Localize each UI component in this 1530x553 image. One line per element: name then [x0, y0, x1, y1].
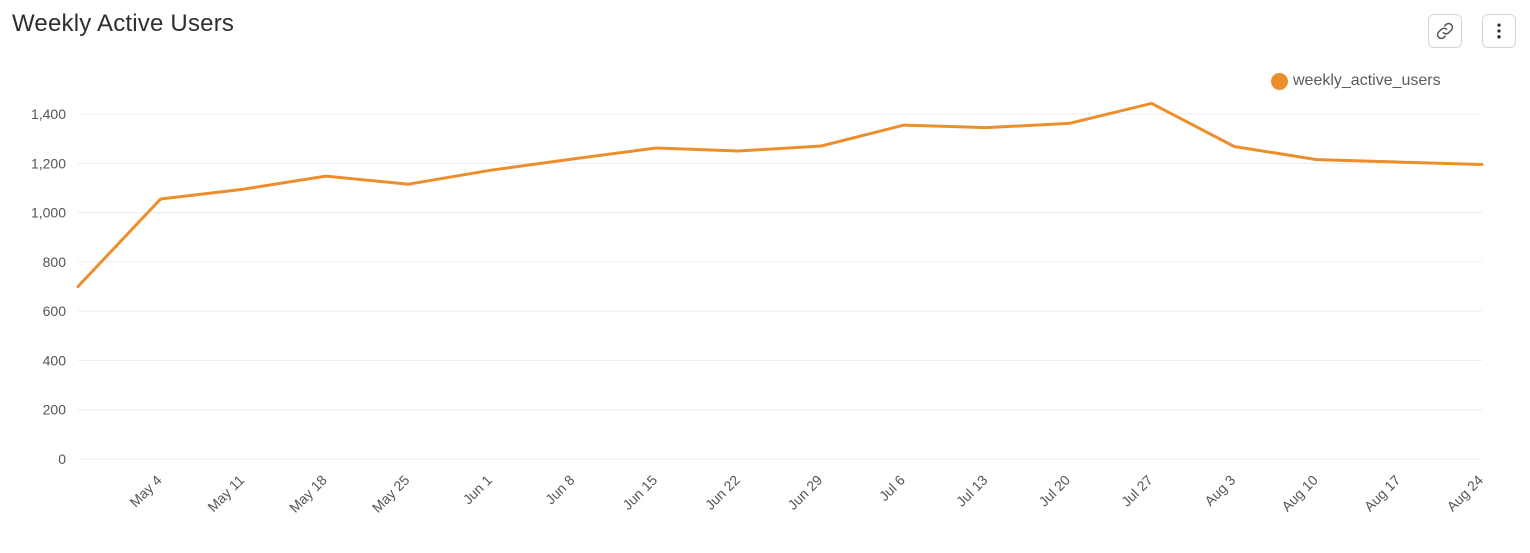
y-tick-label: 1,000 [31, 205, 66, 221]
x-tick-label: Jun 15 [619, 472, 660, 513]
chart-title: Weekly Active Users [12, 10, 235, 37]
x-tick-label: Aug 24 [1443, 472, 1486, 515]
y-tick-label: 0 [58, 451, 66, 467]
more-options-button[interactable] [1482, 14, 1516, 48]
x-tick-label: May 25 [369, 472, 413, 516]
x-tick-label: Aug 10 [1278, 472, 1321, 515]
x-tick-label: Jun 29 [784, 472, 825, 513]
y-tick-label: 400 [43, 352, 67, 368]
series-line-weekly_active_users [76, 101, 1484, 288]
x-tick-label: Jun 22 [702, 472, 743, 513]
more-vertical-icon [1497, 23, 1501, 39]
link-icon [1436, 22, 1454, 40]
x-tick-label: May 18 [286, 472, 330, 516]
x-tick-label: Jul 13 [953, 472, 991, 510]
x-tick-label: Jun 8 [542, 472, 578, 508]
y-tick-label: 800 [43, 254, 67, 270]
x-axis-ticks: May 4 May 11 May 18 May 25 Jun 1 Jun 8 Jun 15 J… [126, 472, 1486, 516]
y-tick-label: 200 [43, 402, 67, 418]
legend-marker [1271, 72, 1288, 90]
y-tick-label: 1,400 [31, 106, 66, 122]
x-tick-label: Jul 6 [876, 472, 908, 504]
y-axis-ticks: 0 200 400 600 800 1,000 1,200 1,400 [31, 106, 66, 467]
legend-label: weekly_active_users [1293, 72, 1441, 89]
y-tick-label: 1,200 [31, 155, 66, 171]
chart-legend[interactable]: weekly_active_users [1271, 72, 1441, 90]
x-tick-label: May 4 [126, 472, 164, 510]
x-tick-label: Jul 27 [1118, 472, 1156, 510]
copy-link-button[interactable] [1428, 14, 1462, 48]
x-tick-label: Jul 20 [1035, 472, 1073, 510]
x-tick-label: Aug 3 [1201, 472, 1238, 509]
gridlines [78, 113, 1482, 460]
x-tick-label: May 11 [204, 472, 247, 515]
x-tick-label: Aug 17 [1361, 472, 1404, 515]
x-tick-label: Jun 1 [460, 472, 496, 508]
y-tick-label: 600 [43, 303, 67, 319]
series-lines [76, 101, 1484, 288]
